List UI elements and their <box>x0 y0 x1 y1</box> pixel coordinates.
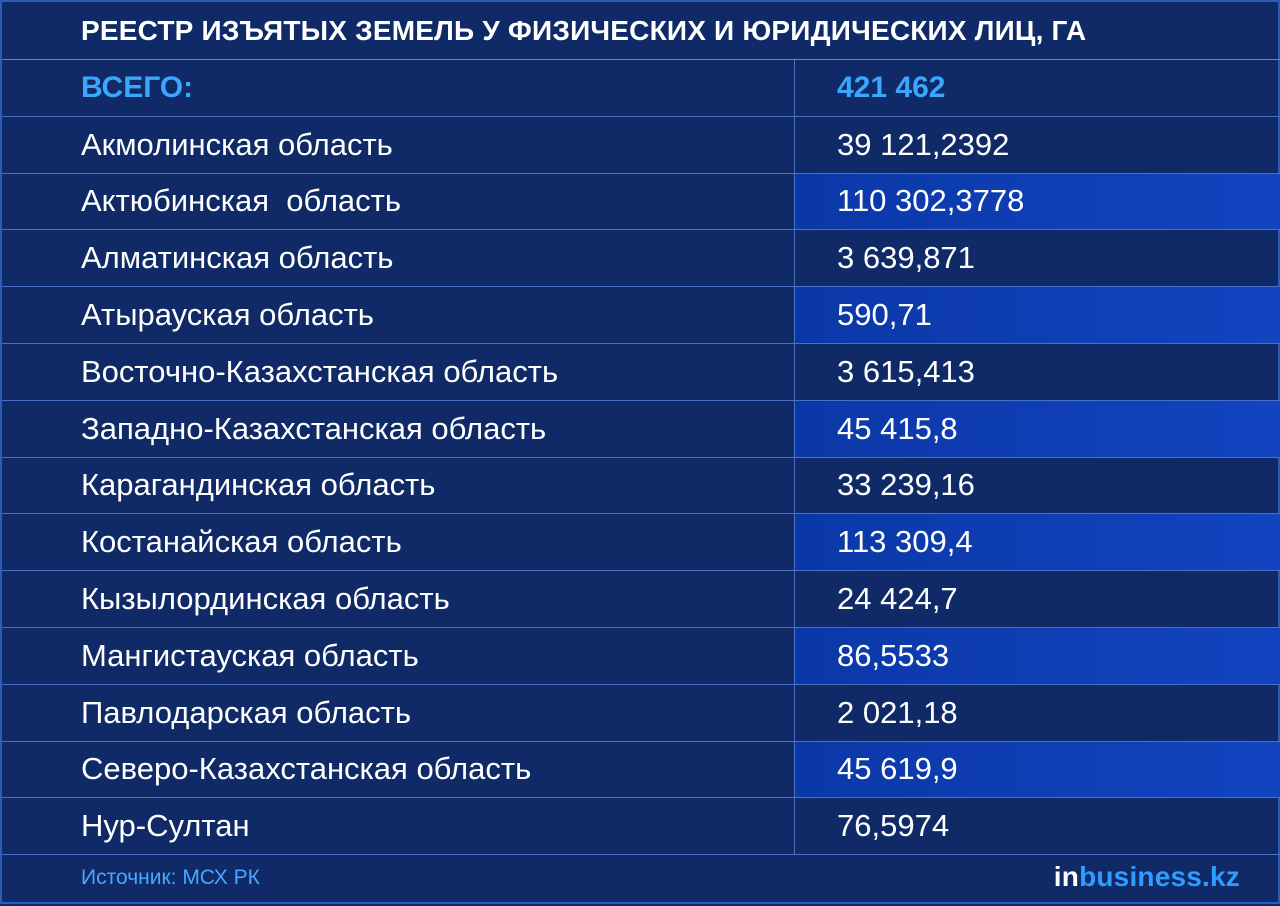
source-note: Источник: МСХ РК <box>81 866 260 889</box>
region-value: 76,5974 <box>794 798 1280 855</box>
region-value: 39 121,2392 <box>794 116 1280 173</box>
region-value: 113 309,4 <box>794 514 1280 571</box>
region-value: 24 424,7 <box>794 571 1280 627</box>
brand-logo: in business.kz <box>1054 861 1240 893</box>
brand-suffix: business.kz <box>1079 861 1240 892</box>
region-value: 3 615,413 <box>794 343 1280 400</box>
region-value: 110 302,3778 <box>794 173 1280 230</box>
table-row: Акмолинская область 39 121,2392 <box>2 116 1280 174</box>
region-name: Западно-Казахстанская область <box>81 410 547 446</box>
region-name: Кызылординская область <box>81 581 450 617</box>
total-row: ВСЕГО: 421 462 <box>2 60 1280 117</box>
region-value: 2 021,18 <box>794 684 1280 741</box>
region-value: 86,5533 <box>794 627 1280 684</box>
region-value: 45 415,8 <box>794 400 1280 457</box>
region-name: Костанайская область <box>81 524 402 560</box>
region-name: Акмолинская область <box>81 126 393 162</box>
region-name: Атырауская область <box>81 297 374 333</box>
brand-prefix: in <box>1053 861 1080 892</box>
region-value: 45 619,9 <box>794 741 1280 798</box>
table-title: РЕЕСТР ИЗЪЯТЫХ ЗЕМЕЛЬ У ФИЗИЧЕСКИХ И ЮРИ… <box>2 2 1280 60</box>
table-row: Западно-Казахстанская область 45 415,8 <box>2 400 1280 458</box>
table-row: Нур-Султан 76,5974 <box>2 798 1280 856</box>
table-row: Актюбинская область 110 302,3778 <box>2 173 1280 231</box>
region-value: 33 239,16 <box>794 457 1280 514</box>
total-value: 421 462 <box>794 60 1280 116</box>
table-row: Северо-Казахстанская область 45 619,9 <box>2 741 1280 799</box>
table-row: Алматинская область 3 639,871 <box>2 230 1280 288</box>
region-name: Карагандинская область <box>81 467 436 503</box>
table-row: Атырауская область 590,71 <box>2 287 1280 344</box>
table-row: Павлодарская область 2 021,18 <box>2 684 1280 742</box>
region-name: Павлодарская область <box>81 694 412 730</box>
region-name: Восточно-Казахстанская область <box>81 353 559 389</box>
region-name: Алматинская область <box>81 240 394 276</box>
region-value: 3 639,871 <box>794 230 1280 287</box>
footer: Источник: МСХ РК in business.kz <box>2 854 1280 906</box>
table-row: Кызылординская область 24 424,7 <box>2 571 1280 628</box>
data-table: ВСЕГО: 421 462 Акмолинская область 39 121… <box>2 60 1280 856</box>
total-label: ВСЕГО: <box>81 70 194 104</box>
region-name: Мангистауская область <box>81 637 419 673</box>
table-row: Костанайская область 113 309,4 <box>2 514 1280 572</box>
region-name: Актюбинская область <box>81 183 402 219</box>
table-row: Восточно-Казахстанская область 3 615,413 <box>2 343 1280 401</box>
region-name: Нур-Султан <box>81 808 250 844</box>
table-row: Карагандинская область 33 239,16 <box>2 457 1280 515</box>
region-name: Северо-Казахстанская область <box>81 751 532 787</box>
table-row: Мангистауская область 86,5533 <box>2 627 1280 685</box>
region-value: 590,71 <box>794 287 1280 343</box>
